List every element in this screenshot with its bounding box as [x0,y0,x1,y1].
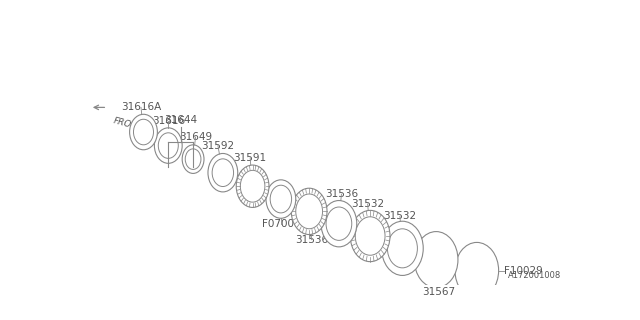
Ellipse shape [381,221,423,276]
Ellipse shape [296,194,323,229]
Text: 31536: 31536 [295,235,328,245]
Ellipse shape [129,114,157,150]
Text: 31616A: 31616A [121,102,161,112]
Ellipse shape [291,188,327,235]
Ellipse shape [241,170,265,202]
Ellipse shape [355,217,385,255]
Ellipse shape [236,165,269,207]
Text: 31644: 31644 [164,115,197,124]
Text: F07001: F07001 [262,219,300,229]
Text: 31616: 31616 [152,116,185,126]
Ellipse shape [266,180,296,218]
Text: 31532: 31532 [351,199,384,209]
Ellipse shape [321,201,356,247]
Ellipse shape [134,119,154,145]
Ellipse shape [185,149,201,169]
Text: F10029: F10029 [504,266,543,276]
Ellipse shape [154,128,182,163]
Ellipse shape [270,185,292,213]
Ellipse shape [208,154,237,192]
Text: 31567: 31567 [422,287,455,297]
Ellipse shape [182,145,204,173]
Text: A172001008: A172001008 [508,271,561,280]
Ellipse shape [326,207,352,240]
Text: 31591: 31591 [234,153,267,163]
Text: 31536: 31536 [325,189,358,199]
Ellipse shape [455,243,499,299]
Ellipse shape [158,133,179,158]
Text: 31592: 31592 [202,140,234,151]
Text: 31649: 31649 [179,132,212,142]
Ellipse shape [212,159,234,187]
Text: FRONT: FRONT [112,116,144,133]
Text: 31532: 31532 [383,211,417,221]
Ellipse shape [350,210,390,262]
Ellipse shape [387,229,417,268]
Ellipse shape [414,232,458,288]
